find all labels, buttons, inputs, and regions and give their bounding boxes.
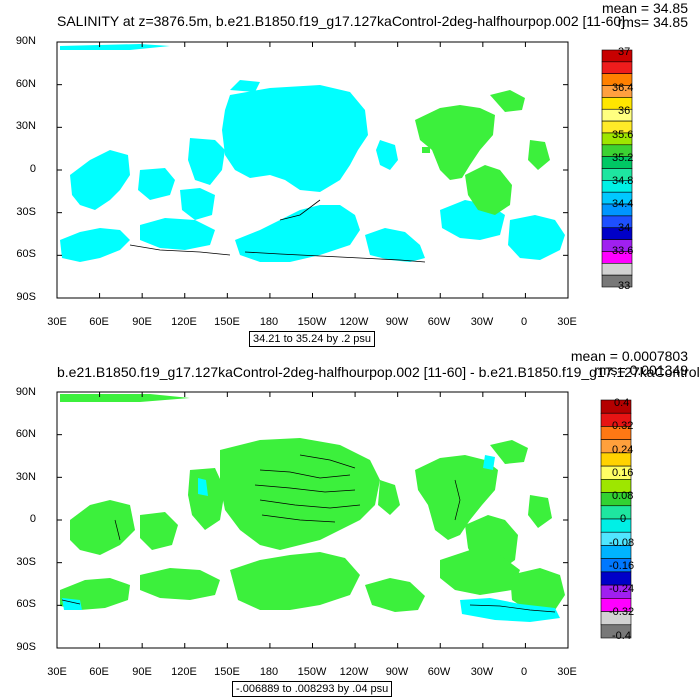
panel1-ylabel: 60N <box>15 78 36 90</box>
panel1-xlabel: 30E <box>557 316 577 328</box>
panel1-xlabel: 60W <box>427 316 451 328</box>
panel2-colorbar <box>600 399 632 639</box>
panel2-contour-info: -.006889 to .008293 by .04 psu <box>232 681 393 697</box>
panel1-ylabel: 60S <box>16 248 36 260</box>
panel2-xlabel: 0 <box>520 666 528 678</box>
panel1-cb-label: 34 <box>618 222 631 234</box>
panel2-ocean-green <box>60 394 565 612</box>
panel2-xlabel: 30E <box>557 666 577 678</box>
panel1-xlabel: 180 <box>259 316 279 328</box>
panel2-cb-label: 0.08 <box>612 490 634 502</box>
panel1-map <box>56 41 569 299</box>
panel2-cb-label: 0.24 <box>612 444 634 456</box>
panel1-title: SALINITY at z=3876.5m, b.e21.B1850.f19_g… <box>57 13 626 29</box>
panel1-ocean-green <box>415 90 550 215</box>
panel2-xlabel: 30W <box>470 666 494 678</box>
panel1-cb-label: 33.6 <box>612 245 634 257</box>
panel1-xlabel: 90E <box>132 316 152 328</box>
panel2-map <box>56 391 569 649</box>
colorbar-swatch <box>601 61 633 74</box>
panel2-cb-label: -0.4 <box>612 630 631 642</box>
panel1-cb-label: 37 <box>618 46 631 58</box>
colorbar-swatch <box>600 505 632 520</box>
panel1-cb-label: 35.6 <box>612 129 634 141</box>
panel2-xlabel: 60E <box>89 666 109 678</box>
panel1-cb-label: 36.4 <box>612 82 634 94</box>
panel1-ylabel: 90N <box>15 35 36 47</box>
panel1-xlabel: 30W <box>470 316 494 328</box>
panel1-ylabel: 30N <box>15 120 36 132</box>
panel1-cb-label: 34.4 <box>612 198 634 210</box>
panel2-xlabel: 120E <box>171 666 197 678</box>
panel1-cb-label: 33 <box>618 280 631 292</box>
panel1-ocean-cyan <box>60 44 565 262</box>
panel1-xlabel: 60E <box>89 316 109 328</box>
panel2-ylabel: 30N <box>15 471 36 483</box>
panel2-ylabel: 90N <box>15 386 36 398</box>
panel1-contour-info: 34.21 to 35.24 by .2 psu <box>249 331 376 347</box>
colorbar-swatch <box>601 262 633 276</box>
panel2-xlabel: 90E <box>132 666 152 678</box>
panel1-cb-label: 36 <box>618 105 631 117</box>
panel2-cb-label: 0.32 <box>612 420 634 432</box>
panel2-xlabel: 150W <box>297 666 327 678</box>
panel1-xlabel: 90W <box>385 316 409 328</box>
panel2-xlabel: 150E <box>214 666 240 678</box>
panel2-xlabel: 60W <box>427 666 451 678</box>
panel2-cb-label: -0.24 <box>609 583 635 595</box>
axis-ticks <box>56 41 569 649</box>
panel1-mean: mean = 34.85 <box>601 0 688 16</box>
panel1-colorbar <box>601 49 633 288</box>
panel2-xlabel: 180 <box>259 666 279 678</box>
panel2-cb-label: -0.08 <box>609 537 635 549</box>
panel2-ylabel: 30S <box>16 556 36 568</box>
panel1-contours <box>129 199 426 263</box>
panel2-title: b.e21.B1850.f19_g17.127kaControl-2deg-ha… <box>57 364 700 380</box>
panel2-contours <box>61 454 556 613</box>
panel2-rms: rms= 0.001349 <box>594 362 688 378</box>
panel1-xlabel: 120W <box>339 316 369 328</box>
panel2-xlabel: 90W <box>385 666 409 678</box>
panel2-xlabel: 120W <box>339 666 369 678</box>
colorbar-swatch <box>601 274 633 288</box>
panel1-xlabel: 120E <box>171 316 197 328</box>
panel2-ylabel: 90S <box>16 641 36 653</box>
panel1-xlabel: 150W <box>297 316 327 328</box>
panel1-ylabel: 0 <box>29 163 36 175</box>
panel1-ylabel: 30S <box>16 206 36 218</box>
panel1-ylabel: 90S <box>16 291 36 303</box>
panel2-ylabel: 60N <box>15 428 36 440</box>
panel2-xlabel: 30E <box>47 666 67 678</box>
panel2-ylabel: 0 <box>29 513 36 525</box>
panel2-cb-label: -0.16 <box>609 560 635 572</box>
panel2-mean: mean = 0.0007803 <box>570 348 688 364</box>
panel2-cb-label: 0.16 <box>612 467 634 479</box>
panel2-cb-label: 0.4 <box>614 397 630 409</box>
panel1-xlabel: 150E <box>214 316 240 328</box>
panel1-cb-label: 34.8 <box>612 175 634 187</box>
panel2-ylabel: 60S <box>16 598 36 610</box>
panel2-cb-label: 0 <box>620 513 627 525</box>
panel1-xlabel: 30E <box>47 316 67 328</box>
colorbar-swatch <box>600 624 632 639</box>
colorbar-swatch <box>600 518 632 533</box>
panel2-cb-label: -0.32 <box>609 606 635 618</box>
panel1-rms: rms= 34.85 <box>617 14 688 30</box>
panel1-xlabel: 0 <box>520 316 528 328</box>
panel1-cb-label: 35.2 <box>612 152 634 164</box>
